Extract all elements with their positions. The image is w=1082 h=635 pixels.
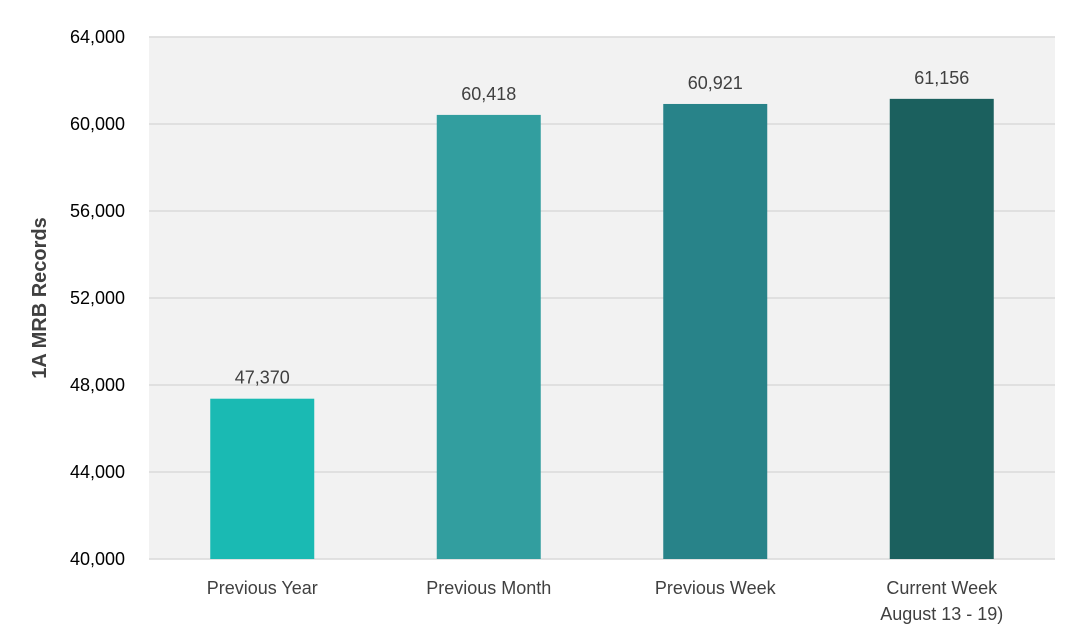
y-tick-label: 40,000 bbox=[70, 549, 125, 569]
y-tick-label: 56,000 bbox=[70, 201, 125, 221]
y-tick-label: 48,000 bbox=[70, 375, 125, 395]
x-category-label: Current Week August 13 - 19) bbox=[880, 578, 1003, 624]
x-category-label: Previous Week bbox=[655, 578, 777, 598]
data-labels: 47,370 60,418 60,921 61,156 bbox=[235, 68, 970, 388]
x-category-label-line: Previous Week bbox=[655, 578, 777, 598]
x-axis-categories: Previous Year Previous Month Previous Week… bbox=[207, 578, 1004, 624]
bar bbox=[436, 114, 541, 559]
x-category-label-line: August 13 - 19) bbox=[880, 604, 1003, 624]
x-category-label-line: Previous Year bbox=[207, 578, 318, 598]
data-label: 60,418 bbox=[461, 84, 516, 104]
x-category-label: Previous Year bbox=[207, 578, 318, 598]
data-label: 47,370 bbox=[235, 368, 290, 388]
data-label: 61,156 bbox=[914, 68, 969, 88]
bar bbox=[210, 398, 315, 559]
y-tick-label: 64,000 bbox=[70, 27, 125, 47]
y-tick-label: 60,000 bbox=[70, 114, 125, 134]
bars bbox=[210, 98, 994, 560]
x-category-label: Previous Month bbox=[426, 578, 551, 598]
data-label: 60,921 bbox=[688, 73, 743, 93]
x-category-label-line: Current Week bbox=[886, 578, 998, 598]
bar bbox=[889, 98, 994, 560]
y-tick-label: 52,000 bbox=[70, 288, 125, 308]
y-axis-title: 1A MRB Records bbox=[29, 217, 51, 379]
bar bbox=[663, 103, 768, 559]
y-tick-label: 44,000 bbox=[70, 462, 125, 482]
y-axis-ticks: 40,000 44,000 48,000 52,000 56,000 60,000 64,0… bbox=[70, 27, 125, 569]
x-category-label-line: Previous Month bbox=[426, 578, 551, 598]
